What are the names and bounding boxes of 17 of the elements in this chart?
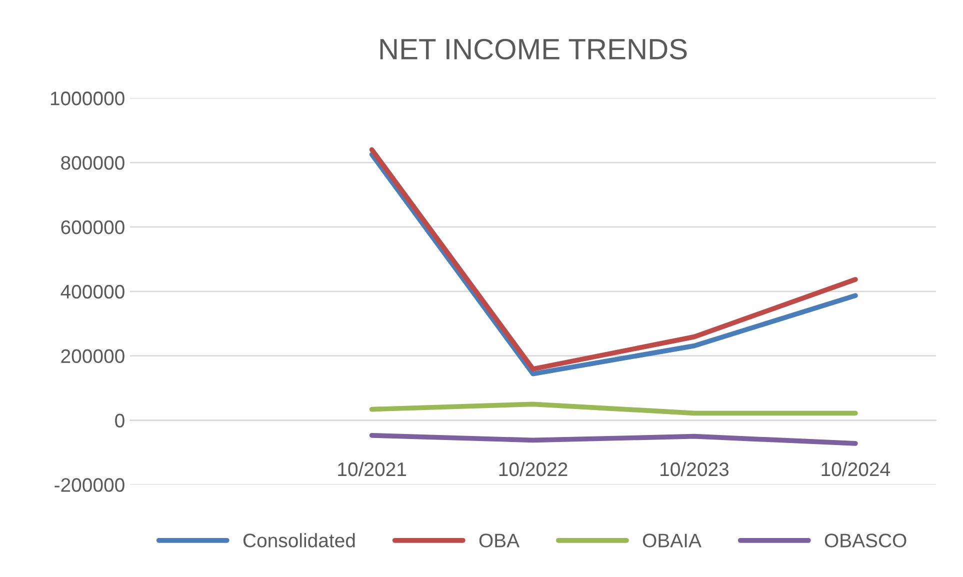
y-tick-label: 400000 <box>60 284 124 299</box>
x-tick-label: 10/2023 <box>660 462 729 476</box>
y-tick-label: 200000 <box>61 349 124 364</box>
x-tick-label: 10/2022 <box>499 462 568 476</box>
legend-label: OBAIA <box>642 534 702 548</box>
y-tick-label: -200000 <box>54 478 124 492</box>
x-tick-label: 10/2024 <box>822 462 890 476</box>
legend-label: OBA <box>479 534 520 548</box>
legend-label: OBASCO <box>824 534 906 548</box>
legend-label: Consolidated <box>243 533 355 548</box>
y-tick-label: 600000 <box>61 220 124 234</box>
y-tick-label: 800000 <box>61 156 124 170</box>
x-tick-label: 10/2021 <box>338 462 406 476</box>
chart-title: NET INCOME TRENDS <box>380 38 687 60</box>
y-tick-label: 1000000 <box>50 92 124 106</box>
y-tick-label: 0 <box>115 414 124 428</box>
line-series <box>369 432 858 446</box>
